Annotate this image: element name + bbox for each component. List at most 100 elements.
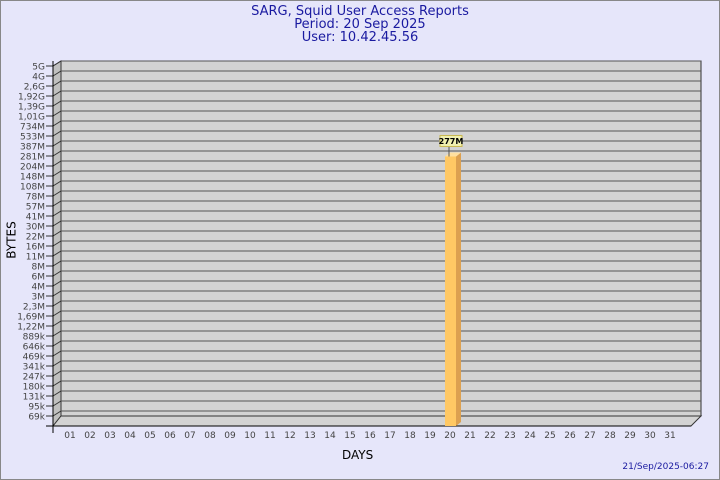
x-tick-label: 27: [584, 431, 595, 441]
y-tick-label: 646k: [23, 343, 46, 353]
y-tick-diag: [52, 220, 62, 227]
y-tick-diag: [52, 70, 62, 77]
x-tick-label: 10: [244, 431, 256, 441]
y-tick-diag: [52, 200, 62, 207]
y-tick-diag: [52, 370, 62, 377]
x-tick-label: 31: [664, 431, 675, 441]
y-tick-label: 1,39G: [18, 103, 45, 113]
x-tick-label: 18: [404, 431, 416, 441]
x-tick-label: 01: [64, 431, 75, 441]
y-tick-label: 734M: [20, 123, 45, 133]
y-tick-label: 108M: [20, 183, 45, 193]
x-tick-label: 02: [84, 431, 95, 441]
y-tick-diag: [52, 80, 62, 87]
y-tick-diag: [52, 150, 62, 157]
y-tick-diag: [52, 280, 62, 287]
y-tick-diag: [52, 350, 62, 357]
y-tick-label: 16M: [26, 243, 45, 253]
y-tick-label: 11M: [26, 253, 45, 263]
y-tick-label: 41M: [26, 213, 45, 223]
y-tick-label: 281M: [20, 153, 45, 163]
x-tick-label: 23: [504, 431, 515, 441]
chart-title: SARG, Squid User Access Reports: [251, 4, 469, 19]
x-tick-label: 30: [644, 431, 656, 441]
y-tick-label: 341k: [23, 363, 46, 373]
floor: [51, 415, 703, 427]
y-tick-diag: [52, 180, 62, 187]
x-tick-label: 28: [604, 431, 616, 441]
y-tick-diag: [52, 190, 62, 197]
y-tick-diag: [52, 260, 62, 267]
y-tick-diag: [52, 60, 62, 67]
y-tick-label: 469k: [23, 353, 46, 363]
y-tick-diag: [52, 230, 62, 237]
y-tick-label: 1,01G: [18, 113, 45, 123]
x-axis-label: DAYS: [342, 448, 374, 462]
y-tick-diag: [52, 240, 62, 247]
y-tick-label: 180k: [23, 383, 46, 393]
y-tick-diag: [52, 90, 62, 97]
y-tick-label: 30M: [26, 223, 45, 233]
y-tick-diag: [52, 120, 62, 127]
x-tick-label: 22: [484, 431, 495, 441]
y-tick-diag: [52, 310, 62, 317]
y-tick-diag: [52, 400, 62, 407]
y-tick-label: 204M: [20, 163, 45, 173]
y-tick-diag: [52, 250, 62, 257]
y-tick-diag: [52, 160, 62, 167]
back-wall: [60, 60, 702, 417]
chart-period: Period: 20 Sep 2025: [294, 17, 426, 32]
x-tick-label: 08: [204, 431, 216, 441]
timestamp: 21/Sep/2025-06:27: [622, 462, 709, 472]
x-tick-label: 11: [264, 431, 275, 441]
y-tick-label: 533M: [20, 133, 45, 143]
y-tick-diag: [52, 300, 62, 307]
y-tick-label: 247k: [23, 373, 46, 383]
bar-label-box: [439, 134, 463, 147]
x-tick-label: 25: [544, 431, 555, 441]
bar: [445, 156, 456, 427]
y-tick-label: 4G: [32, 73, 45, 83]
y-tick-label: 6M: [32, 273, 46, 283]
y-tick-diag: [52, 290, 62, 297]
y-tick-diag: [52, 130, 62, 137]
y-tick-diag: [52, 330, 62, 337]
y-tick-label: 131k: [23, 393, 46, 403]
x-tick-label: 12: [284, 431, 295, 441]
x-tick-label: 19: [424, 431, 436, 441]
y-tick-label: 78M: [26, 193, 45, 203]
y-tick-label: 387M: [20, 143, 45, 153]
x-tick-label: 29: [624, 431, 636, 441]
y-tick-label: 2,6G: [24, 83, 45, 93]
y-tick-diag: [52, 390, 62, 397]
y-tick-label: 57M: [26, 203, 45, 213]
x-tick-label: 17: [384, 431, 395, 441]
x-tick-label: 16: [364, 431, 376, 441]
y-tick-label: 1,92G: [18, 93, 45, 103]
x-tick-label: 26: [564, 431, 576, 441]
x-tick-label: 21: [464, 431, 475, 441]
bar-side: [456, 152, 461, 427]
chart-user: User: 10.42.45.56: [301, 30, 419, 45]
y-tick-diag: [52, 110, 62, 117]
y-tick-label: 95k: [28, 403, 45, 413]
x-tick-label: 24: [524, 431, 536, 441]
y-tick-label: 3M: [32, 293, 46, 303]
y-tick-diag: [52, 100, 62, 107]
bar-label: 277M: [439, 137, 464, 146]
x-tick-label: 07: [184, 431, 195, 441]
x-tick-label: 20: [444, 431, 456, 441]
x-tick-label: 06: [164, 431, 176, 441]
y-tick-label: 22M: [26, 233, 45, 243]
y-tick-diag: [52, 340, 62, 347]
y-tick-label: 889k: [23, 333, 46, 343]
y-tick-diag: [52, 360, 62, 367]
y-tick-label: 5G: [32, 63, 45, 73]
y-tick-diag: [52, 210, 62, 217]
y-tick-label: 1,69M: [17, 313, 45, 323]
x-tick-label: 05: [144, 431, 155, 441]
y-tick-diag: [52, 140, 62, 147]
y-tick-label: 4M: [32, 283, 46, 293]
